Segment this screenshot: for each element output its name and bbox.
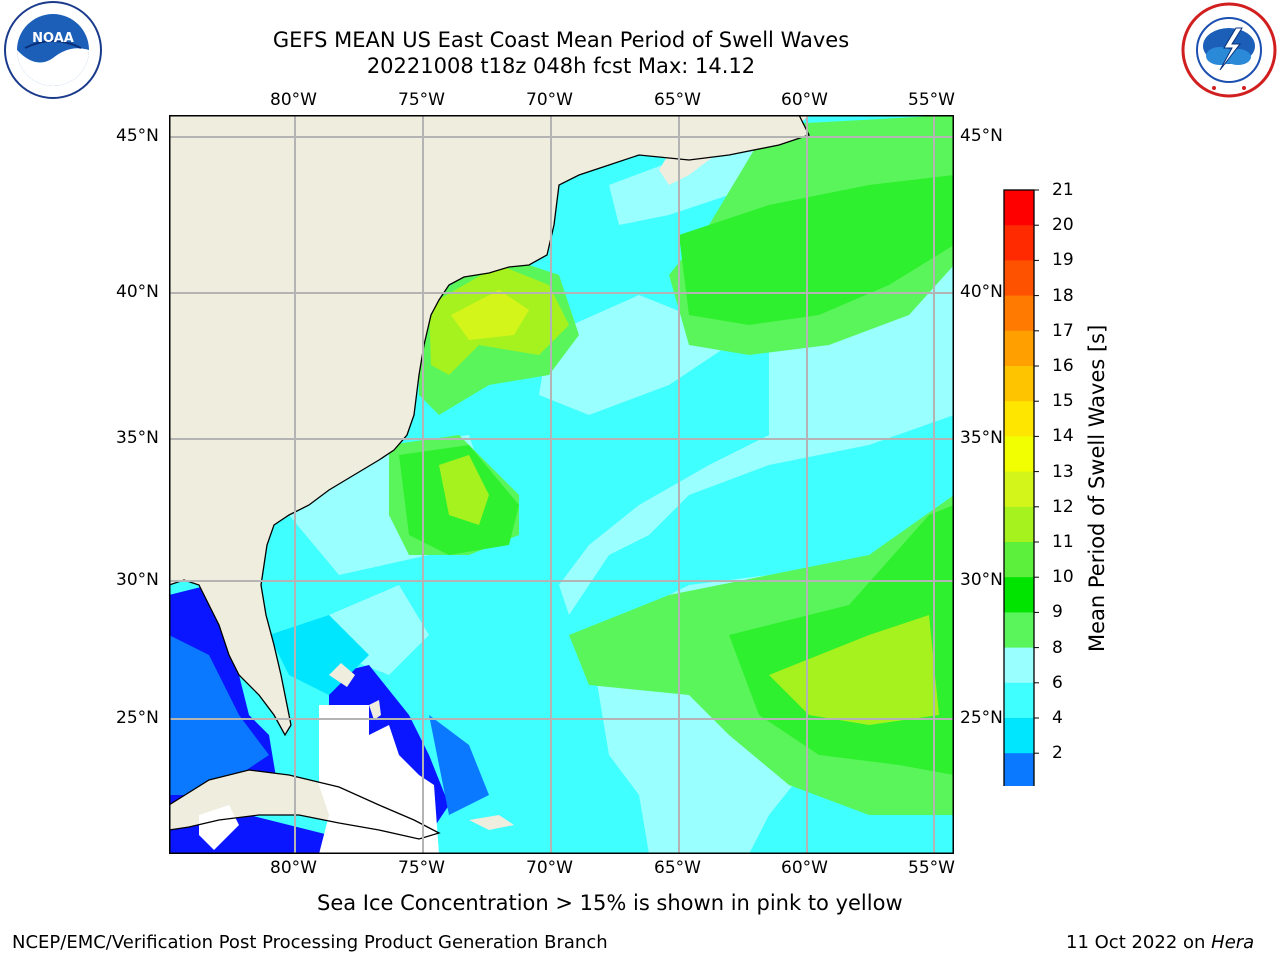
coastline-cuba [168,769,441,840]
colorbar [1000,186,1040,818]
graticule [169,115,954,854]
map-frame [169,115,954,854]
colorbar-tick-label: 21 [1052,180,1074,200]
colorbar-segment [1004,682,1034,719]
field-bluemid-east [429,715,489,815]
colorbar-segment [1004,612,1034,649]
noaa-logo-text: NOAA [32,31,74,46]
colorbar-segment [1004,260,1034,297]
colorbar-segment [1004,718,1034,754]
field-green-northeast [679,175,954,325]
colorbar-segment [1004,295,1034,332]
lon-label-bottom-60w: 60°W [781,858,828,878]
colorbar-segment [1004,753,1034,789]
lat-label-right-25n: 25°N [960,708,1003,728]
lon-label-bottom-80w: 80°W [270,858,317,878]
colorbar-segment [1004,225,1034,261]
title-line-2: 20221008 t18z 048h fcst Max: 14.12 [366,54,756,78]
lat-label-left-30n: 30°N [116,570,159,590]
land-bahamas-2 [369,700,381,720]
nodata-cuba [199,805,239,850]
lon-label-top-80w: 80°W [270,90,317,110]
footer-date-text: 11 Oct 2022 on [1066,932,1212,953]
field-yellowgreen-carolina [439,455,489,525]
colorbar-title: Mean Period of Swell Waves [s] [1085,324,1109,652]
lon-label-top-60w: 60°W [781,90,828,110]
colorbar-tick-label: 19 [1052,250,1074,271]
field-yellowgreen-east [769,615,939,725]
lat-label-left-40n: 40°N [116,282,159,302]
coastline-north-america [168,114,810,737]
colorbar-segment [1004,647,1034,684]
colorbar-tick-label: 13 [1052,461,1074,482]
lat-label-right-30n: 30°N [960,570,1003,590]
field-bluemid-gulf [169,635,269,795]
land-north-america [169,115,809,735]
sea-ice-caption: Sea Ice Concentration > 15% is shown in … [317,891,903,915]
colorbar-tick-label: 12 [1052,496,1074,517]
noaa-logo-icon: NOAA [0,0,106,100]
lon-label-bottom-65w: 65°W [654,858,701,878]
land-maritime [659,115,799,185]
colorbar-tick-label: 20 [1052,215,1074,236]
colorbar-segment [1004,436,1034,473]
colorbar-tick-label: 17 [1052,320,1074,341]
lon-label-top-70w: 70°W [526,90,573,110]
field-yellow-mid [451,290,529,340]
field-light-northcoast [609,145,769,225]
colorbar-tick-label: 2 [1052,743,1063,764]
lon-label-top-65w: 65°W [654,90,701,110]
lon-label-bottom-70w: 70°W [526,858,573,878]
colorbar-tick-label: 10 [1052,567,1074,588]
lat-label-left-35n: 35°N [116,428,159,448]
lat-label-right-35n: 35°N [960,428,1003,448]
colorbar-segment [1004,542,1034,578]
colorbar-segment [1004,577,1034,613]
land-bahamas-1 [329,663,355,687]
colorbar-tick-label: 11 [1052,532,1074,552]
colorbar-tick-label: 8 [1052,637,1063,658]
map-svg [168,114,954,854]
nws-logo-icon [1180,2,1278,98]
colorbar-segment [1004,401,1034,437]
colorbar-segment [1004,330,1034,367]
colorbar-tick-label: 16 [1052,356,1074,376]
field-light-north [539,295,729,415]
colorbar-tick-label: 14 [1052,426,1074,447]
footer-host-text: Hera [1211,932,1255,953]
title-line-1: GEFS MEAN US East Coast Mean Period of S… [272,28,850,52]
lon-label-bottom-75w: 75°W [398,858,445,878]
lat-label-right-45n: 45°N [960,126,1003,146]
land-hispaniola-edge [469,815,514,830]
lon-label-bottom-55w: 55°W [908,858,955,878]
colorbar-tick-label: 6 [1052,672,1063,693]
footer-right-date: 11 Oct 2022 on Hera [1066,932,1254,953]
footer-left-credit: NCEP/EMC/Verification Post Processing Pr… [12,932,608,953]
colorbar-segment [1004,366,1034,402]
colorbar-tick-label: 9 [1052,602,1063,623]
lat-label-left-25n: 25°N [116,708,159,728]
colorbar-segment [1004,471,1034,508]
chart-title: GEFS MEAN US East Coast Mean Period of S… [0,27,1122,79]
colorbar-tick-label: 4 [1052,708,1063,728]
lat-label-left-45n: 45°N [116,126,159,146]
colorbar-svg [1002,189,1039,818]
lat-label-right-40n: 40°N [960,282,1003,302]
colorbar-tick-label: 18 [1052,285,1074,306]
colorbar-segment [1004,190,1034,226]
lon-label-top-55w: 55°W [908,90,955,110]
colorbar-tick-label: 15 [1052,391,1074,412]
nodata-bahamas [319,705,439,854]
map-panel [168,114,954,854]
lon-label-top-75w: 75°W [398,90,445,110]
colorbar-segment [1004,506,1034,543]
